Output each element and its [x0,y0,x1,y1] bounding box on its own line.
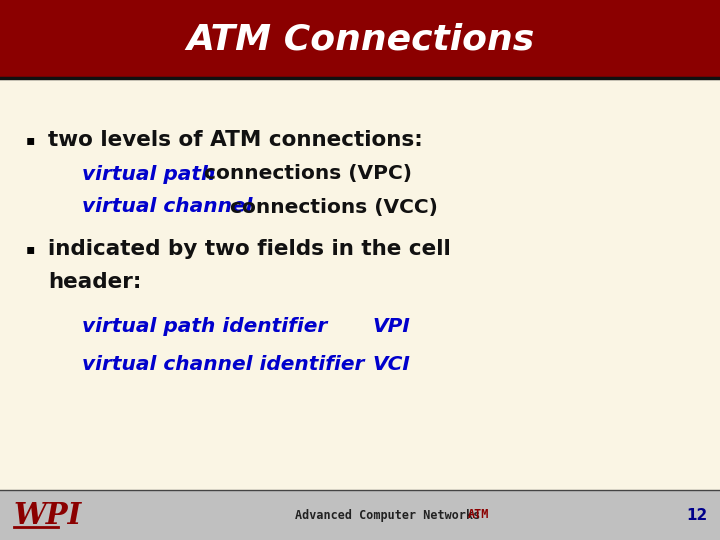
Text: connections (VPC): connections (VPC) [204,165,412,184]
Text: connections (VCC): connections (VCC) [230,198,438,217]
Bar [0,0,720,77]
Text: virtual path identifier: virtual path identifier [82,316,328,335]
Text: virtual path: virtual path [82,165,215,184]
Text: virtual channel identifier: virtual channel identifier [82,355,364,375]
Text: VCI: VCI [372,355,410,375]
Bar [0,490,720,540]
Text: WPI: WPI [14,501,82,530]
Text: 12: 12 [686,508,708,523]
Text: two levels of ATM connections:: two levels of ATM connections: [48,130,423,150]
Text: virtual channel: virtual channel [82,198,253,217]
Text: ATM Connections: ATM Connections [186,22,534,56]
Text: header:: header: [48,272,141,292]
Text: ▪: ▪ [25,133,35,147]
Text: Advanced Computer Networks: Advanced Computer Networks [295,509,480,522]
Text: VPI: VPI [372,316,410,335]
Text: indicated by two fields in the cell: indicated by two fields in the cell [48,239,451,259]
Text: ▪: ▪ [25,242,35,256]
Text: ATM: ATM [468,509,490,522]
